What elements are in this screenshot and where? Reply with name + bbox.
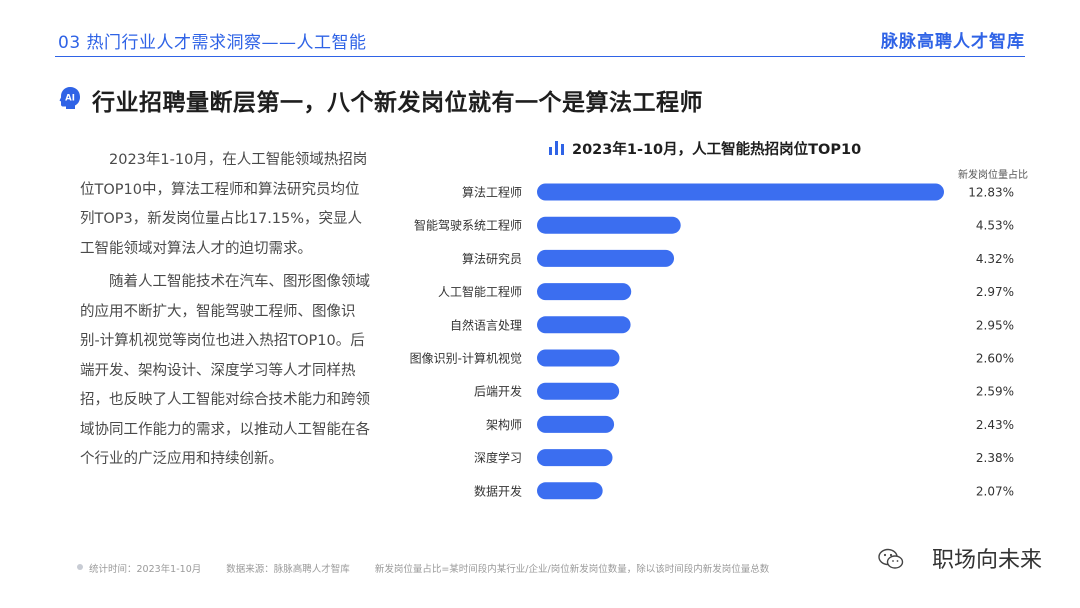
ai-badge-label: AI xyxy=(65,94,75,104)
bar xyxy=(537,249,675,267)
value-label: 2.59% xyxy=(976,385,1014,399)
body-paragraph-1: 2023年1-10月，在人工智能领域热招岗位TOP10中，算法工程师和算法研究员… xyxy=(80,152,368,257)
category-label: 数据开发 xyxy=(474,483,522,498)
footer-note: 新发岗位量占比=某时间段内某行业/企业/岗位新发岗位数量，除以该时间段内新发岗位… xyxy=(374,564,770,575)
bar xyxy=(537,482,603,500)
category-label: 后端开发 xyxy=(474,384,522,399)
bar-chart-icon xyxy=(549,141,564,155)
bar xyxy=(537,349,620,367)
value-label: 2.60% xyxy=(976,352,1014,366)
value-label: 12.83% xyxy=(968,186,1014,200)
value-column-header: 新发岗位量占比 xyxy=(958,170,1028,181)
header-title: 03 热门行业人才需求洞察——人工智能 xyxy=(58,33,367,53)
category-label: 算法研究员 xyxy=(462,251,522,266)
category-label: 深度学习 xyxy=(474,450,522,465)
footer-stat-time: 统计时间：2023年1-10月 xyxy=(89,564,202,575)
value-label: 2.43% xyxy=(976,418,1014,432)
bar xyxy=(537,216,681,234)
header-brand: 脉脉高聘人才智库 xyxy=(881,32,1025,52)
value-label: 2.07% xyxy=(976,484,1014,498)
footer-bullet xyxy=(77,564,83,570)
ai-badge-icon: AI xyxy=(59,87,80,109)
value-label: 2.97% xyxy=(976,285,1014,299)
category-label: 图像识别-计算机视觉 xyxy=(410,351,522,366)
category-label: 架构师 xyxy=(486,417,522,432)
category-label: 智能驾驶系统工程师 xyxy=(414,218,522,233)
bar xyxy=(537,415,615,433)
header-divider xyxy=(55,56,1025,57)
value-label: 4.32% xyxy=(976,252,1014,266)
bar xyxy=(537,283,632,301)
value-label: 2.95% xyxy=(976,318,1014,332)
footer: 统计时间：2023年1-10月 数据来源：脉脉高聘人才智库 新发岗位量占比=某时… xyxy=(89,561,791,575)
watermark: 职场向未来 xyxy=(931,548,1042,573)
wechat-icon xyxy=(878,548,904,569)
value-label: 4.53% xyxy=(976,219,1014,233)
headline: 行业招聘量断层第一，八个新发岗位就有一个是算法工程师 xyxy=(92,90,703,116)
body-text: 2023年1-10月，在人工智能领域热招岗位TOP10中，算法工程师和算法研究员… xyxy=(80,146,370,479)
value-label: 2.38% xyxy=(976,451,1014,465)
footer-source: 数据来源：脉脉高聘人才智库 xyxy=(226,564,350,575)
category-label: 人工智能工程师 xyxy=(438,284,522,299)
chart-title: 2023年1-10月，人工智能热招岗位TOP10 xyxy=(572,142,862,158)
bar xyxy=(537,316,631,334)
bar xyxy=(537,382,620,400)
bar xyxy=(537,449,613,467)
body-paragraph-2: 随着人工智能技术在汽车、图形图像领域的应用不断扩大，智能驾驶工程师、图像识别-计… xyxy=(80,274,370,467)
bar xyxy=(537,183,944,201)
category-label: 自然语言处理 xyxy=(450,317,522,332)
category-label: 算法工程师 xyxy=(462,185,522,200)
